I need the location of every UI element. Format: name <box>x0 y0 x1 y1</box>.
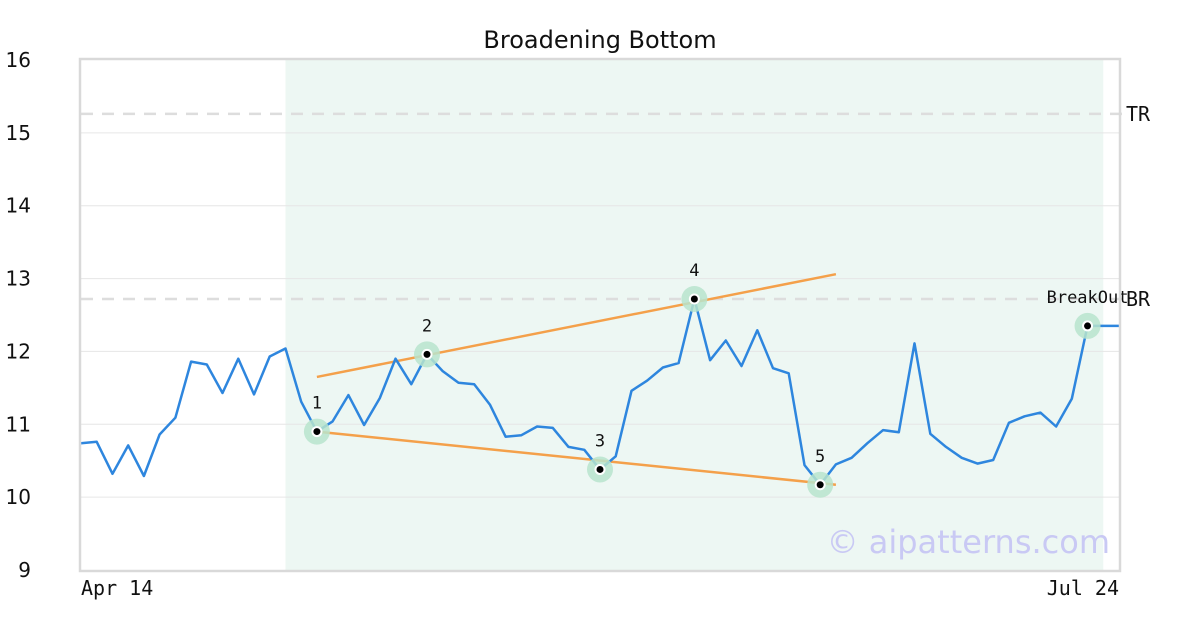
y-tick-label: 13 <box>6 267 31 291</box>
point-marker-4 <box>690 295 698 303</box>
y-tick-label: 15 <box>6 121 31 145</box>
level-label-br: BR <box>1126 287 1151 311</box>
pattern-points: 1 2 3 4 5 BreakOut <box>303 261 1129 498</box>
point-marker-2 <box>423 350 431 358</box>
y-tick-label: 9 <box>18 558 31 582</box>
lower-trendline <box>316 430 837 487</box>
point-marker-3 <box>596 465 604 473</box>
point-marker-1 <box>313 428 321 436</box>
y-tick-label: 11 <box>6 412 31 436</box>
chart-title: Broadening Bottom <box>483 26 716 54</box>
point-marker-breakout <box>1084 322 1092 330</box>
point-marker-5 <box>816 481 824 489</box>
y-axis-ticks: 9 10 11 12 13 14 15 16 <box>6 48 31 582</box>
x-axis-ticks: Apr 14 Jul 24 <box>81 576 1119 600</box>
upper-trendline <box>316 272 837 379</box>
point-label-1: 1 <box>312 394 322 414</box>
plot-frame <box>78 57 1122 573</box>
y-tick-label: 14 <box>6 194 31 218</box>
point-label-5: 5 <box>815 447 825 467</box>
x-tick-label-end: Jul 24 <box>1047 576 1119 600</box>
pattern-region-band <box>285 60 1104 570</box>
point-label-3: 3 <box>595 431 605 451</box>
gridlines <box>81 132 1119 498</box>
y-tick-label: 16 <box>6 48 31 72</box>
point-label-2: 2 <box>422 316 432 336</box>
point-label-breakout: BreakOut <box>1047 288 1129 308</box>
level-lines: TR BR <box>81 102 1151 311</box>
pattern-region <box>285 60 1104 570</box>
y-tick-label: 10 <box>6 485 31 509</box>
level-label-tr: TR <box>1126 102 1151 126</box>
watermark: © aipatterns.com <box>827 523 1110 561</box>
point-label-4: 4 <box>689 261 699 281</box>
plot-border <box>78 57 1122 573</box>
x-tick-label-start: Apr 14 <box>81 576 153 600</box>
y-tick-label: 12 <box>6 339 31 363</box>
trendlines <box>316 272 837 487</box>
